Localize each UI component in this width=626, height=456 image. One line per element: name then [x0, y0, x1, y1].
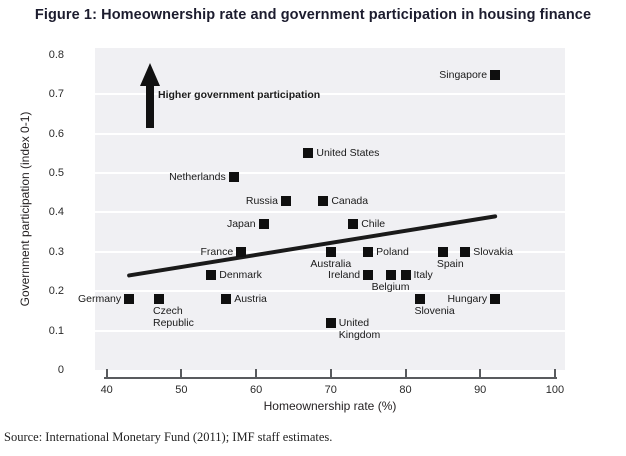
data-point	[318, 195, 329, 206]
data-point-label: Austria	[234, 293, 267, 306]
data-point	[490, 294, 501, 305]
y-tick-label: 0.2	[48, 285, 64, 298]
gridline	[95, 172, 565, 174]
data-point-label: Netherlands	[169, 170, 226, 183]
data-point-label: Slovenia	[414, 305, 455, 318]
data-point	[153, 294, 164, 305]
data-point	[280, 195, 291, 206]
data-point	[236, 246, 247, 257]
data-point-label: Belgium	[371, 281, 410, 294]
data-point	[490, 69, 501, 80]
x-tick-label: 60	[249, 384, 263, 396]
chart-overlay	[127, 63, 498, 278]
data-point-label: Slovakia	[473, 245, 513, 258]
data-point	[258, 219, 269, 230]
data-point-label: Chile	[361, 218, 386, 231]
data-point	[415, 294, 426, 305]
data-point	[363, 246, 374, 257]
x-axis-tick	[255, 369, 258, 377]
x-tick-label: 90	[474, 384, 487, 396]
data-point-label: Japan	[226, 218, 256, 231]
data-point	[400, 270, 411, 281]
data-point-label: Canada	[331, 194, 369, 207]
data-point-label: Poland	[376, 245, 409, 258]
x-tick-label: 50	[175, 384, 188, 396]
x-axis-tick	[180, 369, 183, 377]
data-point-label: Denmark	[219, 269, 262, 282]
data-point	[303, 148, 314, 159]
trend-line	[127, 214, 498, 278]
y-tick-label: 0.1	[48, 324, 64, 337]
data-point	[363, 270, 374, 281]
data-point-label: Germany	[77, 293, 122, 306]
x-axis-tick	[404, 369, 407, 377]
data-point-label: Hungary	[447, 293, 488, 306]
data-point-label: Spain	[436, 257, 464, 270]
x-tick-label: 100	[545, 384, 565, 396]
y-tick-label: 0.3	[48, 245, 64, 258]
x-axis-line	[104, 377, 557, 379]
x-axis-title: Homeownership rate (%)	[263, 399, 397, 413]
data-point	[325, 246, 336, 257]
y-tick-label: 0.6	[48, 127, 64, 140]
arrow-annotation-text: Higher government participation	[158, 89, 321, 101]
data-point	[437, 246, 448, 257]
data-point-label: Russia	[245, 194, 278, 207]
data-point-label: Czech Republic	[152, 305, 194, 330]
data-point	[228, 171, 239, 182]
x-tick-label: 40	[100, 384, 113, 396]
x-axis-tick	[105, 369, 108, 377]
x-tick-label: 70	[324, 384, 337, 396]
gridline	[95, 93, 565, 96]
figure-title: Figure 1: Homeownership rate and governm…	[34, 7, 592, 23]
plot-area: Higher government participation Singapor…	[78, 48, 565, 370]
gridline	[95, 290, 565, 293]
data-point-label: United States	[316, 147, 380, 160]
gridline	[95, 329, 565, 332]
x-axis-tick	[329, 369, 332, 377]
gridline	[95, 211, 565, 214]
data-point-label: France	[200, 245, 234, 258]
data-point-label: Australia	[310, 257, 352, 270]
data-point	[325, 317, 336, 328]
data-point	[124, 294, 135, 305]
y-tick-label: 0.5	[48, 167, 64, 179]
data-point-label: United Kingdom	[338, 316, 381, 341]
y-tick-label: 0	[57, 364, 64, 376]
data-point	[206, 270, 217, 281]
source-note: Source: International Monetary Fund (201…	[4, 430, 333, 444]
higher-participation-arrow-icon	[140, 63, 160, 128]
data-point-label: Ireland	[328, 269, 361, 282]
gridline	[95, 132, 565, 135]
y-tick-label: 0.4	[48, 206, 64, 219]
y-tick-label: 0.8	[48, 48, 64, 61]
data-point	[348, 219, 359, 230]
data-point	[221, 294, 232, 305]
y-tick-label: 0.7	[48, 88, 64, 101]
x-tick-label: 80	[399, 384, 412, 396]
data-point	[460, 246, 471, 257]
x-axis-tick	[479, 369, 482, 377]
data-point	[385, 270, 396, 281]
data-point-label: Singapore	[439, 68, 488, 81]
data-point-label: Italy	[413, 269, 433, 282]
x-axis-tick	[553, 369, 556, 377]
